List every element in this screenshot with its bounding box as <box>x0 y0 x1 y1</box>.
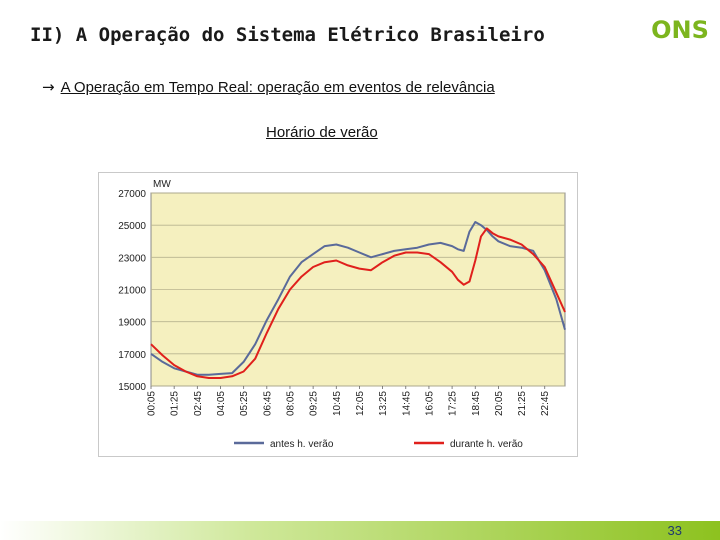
x-tick-label: 12:05 <box>355 391 366 416</box>
x-tick-label: 20:05 <box>494 391 505 416</box>
x-tick-label: 21:25 <box>517 391 528 416</box>
series-line-2 <box>150 227 566 379</box>
series-line-1 <box>150 221 566 376</box>
x-tick-label: 16:05 <box>424 391 435 416</box>
x-tick-label: 09:25 <box>309 391 320 416</box>
x-tick-label: 06:45 <box>262 391 273 416</box>
x-tick-label: 17:25 <box>448 391 459 416</box>
x-tick-label: 22:45 <box>540 391 551 416</box>
ons-logo: ONS <box>651 16 709 44</box>
arrow-right-icon: → <box>42 78 55 96</box>
y-tick-label: 27000 <box>118 189 146 200</box>
x-tick-label: 04:05 <box>216 391 227 416</box>
y-tick-label: 25000 <box>118 221 146 232</box>
slide-title: II) A Operação do Sistema Elétrico Brasi… <box>30 24 545 46</box>
page-number: 33 <box>667 523 682 538</box>
x-tick-label: 00:05 <box>147 391 158 416</box>
load-curve-chart: 15000 17000 19000 21000 23000 25000 27000 MW 00:… <box>118 179 566 450</box>
y-tick-label: 17000 <box>118 350 146 361</box>
y-tick-label: 21000 <box>118 286 146 297</box>
legend-label: durante h. verão <box>450 439 523 450</box>
x-tick-label: 10:45 <box>332 391 343 416</box>
x-tick-label: 14:45 <box>401 391 412 416</box>
bullet-text: A Operação em Tempo Real: operação em ev… <box>60 79 495 96</box>
load-chart: 15000 17000 19000 21000 23000 25000 27000 MW 00:… <box>98 172 578 457</box>
logo-text: ONS <box>651 16 709 44</box>
footer-bar: 33 <box>0 521 720 540</box>
x-tick-label: 08:05 <box>285 391 296 416</box>
y-unit-label: MW <box>153 179 171 190</box>
y-tick-label: 15000 <box>118 382 146 393</box>
x-tick-label: 02:45 <box>193 391 204 416</box>
y-tick-label: 23000 <box>118 253 146 264</box>
x-tick-label: 18:45 <box>471 391 482 416</box>
x-tick-label: 01:25 <box>170 391 181 416</box>
chart-heading: Horário de verão <box>266 124 378 141</box>
legend-label: antes h. verão <box>270 439 334 450</box>
bullet-item: → A Operação em Tempo Real: operação em e… <box>42 78 495 96</box>
x-tick-label: 05:25 <box>239 391 250 416</box>
x-tick-label: 13:25 <box>378 391 389 416</box>
y-tick-label: 19000 <box>118 318 146 329</box>
